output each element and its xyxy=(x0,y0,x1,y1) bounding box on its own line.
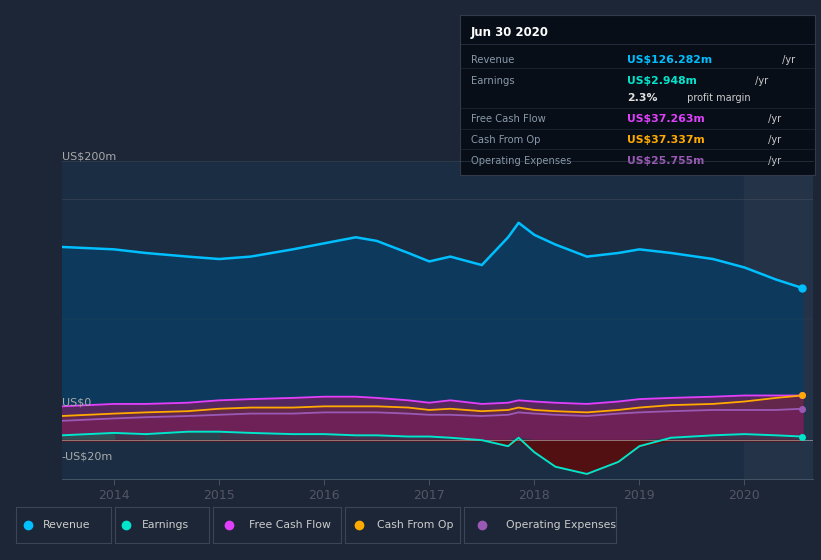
Text: 2.3%: 2.3% xyxy=(627,93,658,103)
Text: US$37.337m: US$37.337m xyxy=(627,135,704,145)
Text: Free Cash Flow: Free Cash Flow xyxy=(470,114,545,124)
Text: US$126.282m: US$126.282m xyxy=(627,55,712,65)
Text: US$25.755m: US$25.755m xyxy=(627,156,704,166)
Text: /yr: /yr xyxy=(752,76,768,86)
Text: Earnings: Earnings xyxy=(470,76,514,86)
Text: /yr: /yr xyxy=(765,156,782,166)
Text: Revenue: Revenue xyxy=(470,55,514,65)
Text: US$37.263m: US$37.263m xyxy=(627,114,704,124)
Text: US$0: US$0 xyxy=(62,397,91,407)
Text: /yr: /yr xyxy=(765,135,782,145)
Text: Cash From Op: Cash From Op xyxy=(470,135,540,145)
Text: US$2.948m: US$2.948m xyxy=(627,76,697,86)
Text: Free Cash Flow: Free Cash Flow xyxy=(249,520,331,530)
Text: Revenue: Revenue xyxy=(43,520,90,530)
Text: -US$20m: -US$20m xyxy=(62,451,112,461)
Bar xyxy=(745,162,813,479)
Text: /yr: /yr xyxy=(765,114,782,124)
Text: US$200m: US$200m xyxy=(62,151,116,161)
Text: Operating Expenses: Operating Expenses xyxy=(470,156,571,166)
Text: Jun 30 2020: Jun 30 2020 xyxy=(470,26,548,39)
Text: Earnings: Earnings xyxy=(141,520,189,530)
Text: Operating Expenses: Operating Expenses xyxy=(507,520,617,530)
Text: Cash From Op: Cash From Op xyxy=(377,520,453,530)
Text: /yr: /yr xyxy=(779,55,795,65)
Text: profit margin: profit margin xyxy=(685,93,751,103)
